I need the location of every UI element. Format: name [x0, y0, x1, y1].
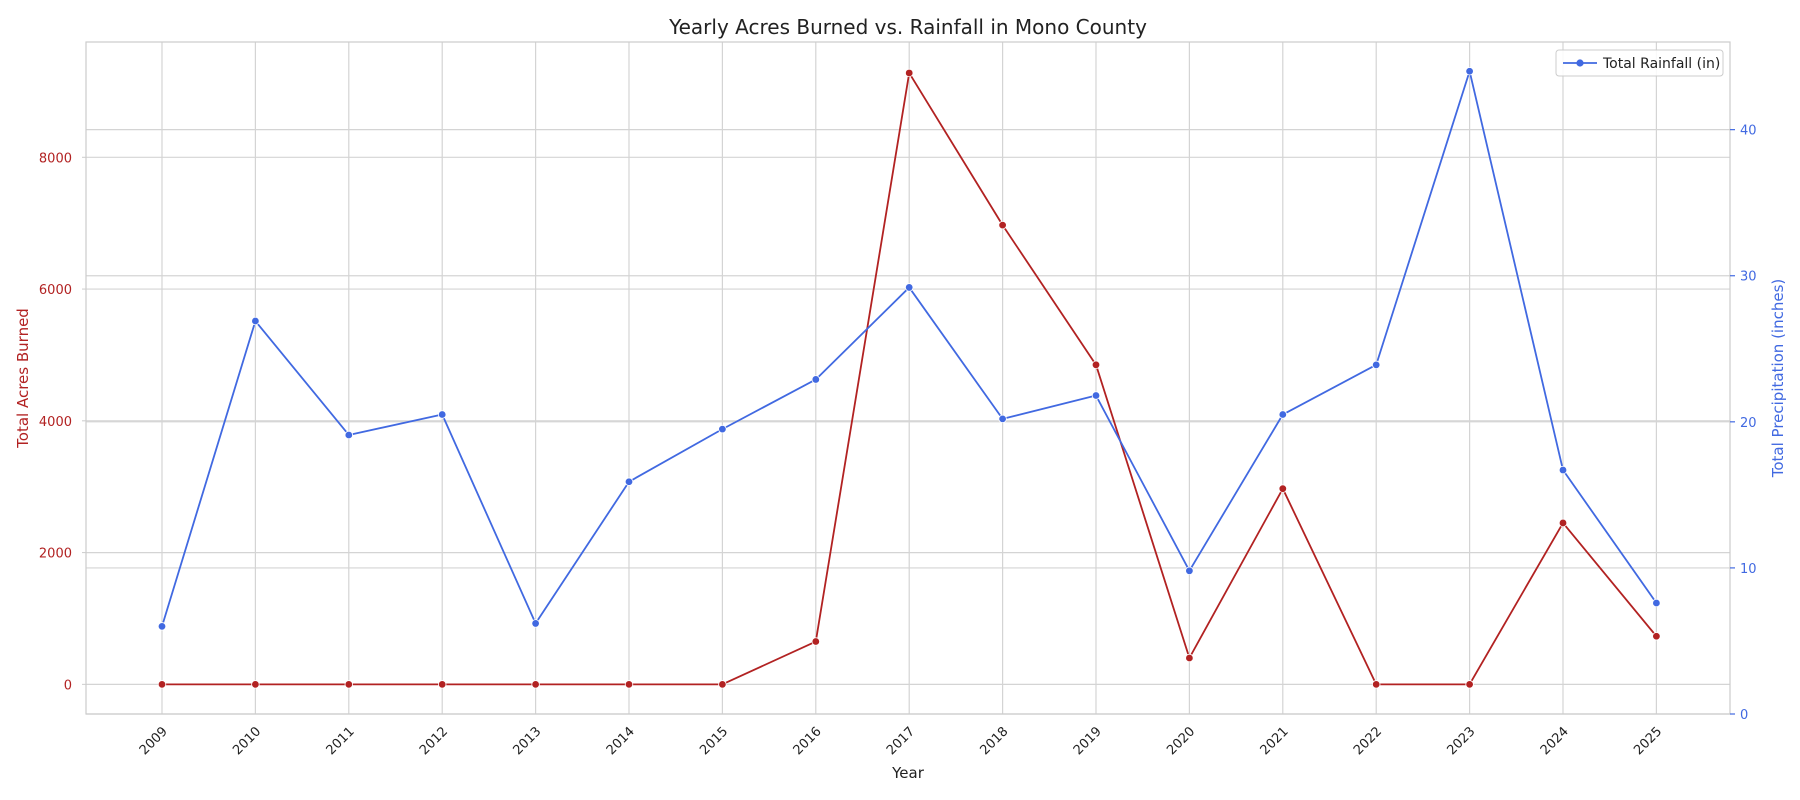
- series-1-point: [905, 283, 914, 292]
- series-0-point: [1278, 484, 1287, 493]
- series-0-point: [718, 680, 727, 689]
- series-0-point: [251, 680, 260, 689]
- right-y-axis-label: Total Precipitation (inches): [1769, 279, 1787, 479]
- series-0-point: [1091, 360, 1101, 370]
- x-tick-label: 2010: [230, 724, 264, 758]
- series-0-point: [438, 680, 447, 689]
- legend-label-rainfall: Total Rainfall (in): [1602, 56, 1720, 72]
- left-y-tick-label: 4000: [39, 415, 72, 430]
- right-y-tick-label: 40: [1740, 124, 1757, 139]
- series-1-point: [1371, 360, 1381, 370]
- x-tick-label: 2016: [791, 724, 825, 758]
- x-tick-label: 2018: [977, 724, 1011, 758]
- x-tick-label: 2011: [324, 724, 358, 758]
- x-tick-label: 2021: [1258, 724, 1292, 758]
- x-axis-ticks: 2009 2010 2011 2012 2013 2014 2015 2016 2017 2018…: [137, 724, 1665, 758]
- series-1-point: [1185, 566, 1194, 576]
- x-tick-label: 2019: [1071, 724, 1105, 758]
- series-1-point: [998, 414, 1007, 424]
- x-tick-label: 2024: [1538, 724, 1572, 758]
- left-y-tick-label: 0: [64, 678, 72, 693]
- legend: Total Rainfall (in): [1555, 49, 1724, 77]
- x-tick-label: 2023: [1444, 724, 1478, 758]
- legend-marker-rainfall: [1576, 59, 1584, 67]
- series-0-point: [531, 680, 540, 689]
- series-0-point: [157, 680, 167, 689]
- chart-title: Yearly Acres Burned vs. Rainfall in Mono…: [668, 15, 1147, 39]
- series-0-point: [1371, 680, 1381, 689]
- series-0-point: [344, 680, 353, 689]
- series-1-point: [251, 316, 260, 326]
- left-y-tick-label: 8000: [39, 151, 72, 166]
- x-axis-label: Year: [891, 764, 925, 782]
- series-0-point: [1558, 518, 1568, 528]
- right-y-tick-label: 30: [1740, 270, 1757, 285]
- series-1-point: [718, 424, 727, 434]
- x-tick-label: 2017: [884, 724, 918, 758]
- left-y-axis-label: Total Acres Burned: [14, 308, 32, 449]
- series-1-point: [344, 430, 353, 440]
- x-tick-label: 2009: [137, 724, 171, 758]
- series-1-point: [624, 477, 634, 486]
- legend-box: [1555, 49, 1724, 77]
- x-tick-label: 2025: [1631, 724, 1665, 758]
- left-y-tick-label: 6000: [39, 283, 72, 298]
- series-1-point: [157, 622, 167, 631]
- series-1-point: [1652, 598, 1661, 608]
- series-1-point: [1558, 465, 1568, 475]
- series-0-point: [811, 637, 820, 646]
- series-1-point: [438, 410, 447, 419]
- series-0-point: [905, 68, 914, 78]
- x-tick-label: 2012: [417, 724, 451, 758]
- series-0-point: [1465, 680, 1474, 689]
- x-tick-label: 2015: [697, 724, 731, 758]
- series-0-point: [998, 220, 1007, 230]
- plot-frame: [85, 41, 1731, 715]
- series-0-point: [624, 680, 634, 689]
- series-0-point: [1652, 632, 1661, 641]
- series-0-point: [1185, 653, 1194, 663]
- x-tick-label: 2014: [604, 724, 638, 758]
- series-1-point: [531, 619, 540, 628]
- x-tick-label: 2022: [1351, 724, 1385, 758]
- left-y-tick-label: 2000: [39, 547, 72, 562]
- x-tick-label: 2020: [1164, 724, 1198, 758]
- grid: [86, 42, 1730, 715]
- x-tick-label: 2013: [510, 724, 544, 758]
- series-1-point: [1278, 410, 1287, 419]
- right-y-tick-label: 20: [1740, 416, 1757, 431]
- left-y-axis-ticks: 0 2000 4000 6000 8000: [39, 151, 86, 693]
- right-y-axis-ticks: 0 10 20 30 40: [1730, 124, 1757, 723]
- series-1-point: [1091, 391, 1101, 400]
- right-y-tick-label: 0: [1740, 708, 1748, 723]
- series-1-point: [811, 375, 820, 384]
- right-y-tick-label: 10: [1740, 562, 1757, 577]
- series-1-point: [1465, 67, 1474, 76]
- series-layer: [157, 67, 1661, 689]
